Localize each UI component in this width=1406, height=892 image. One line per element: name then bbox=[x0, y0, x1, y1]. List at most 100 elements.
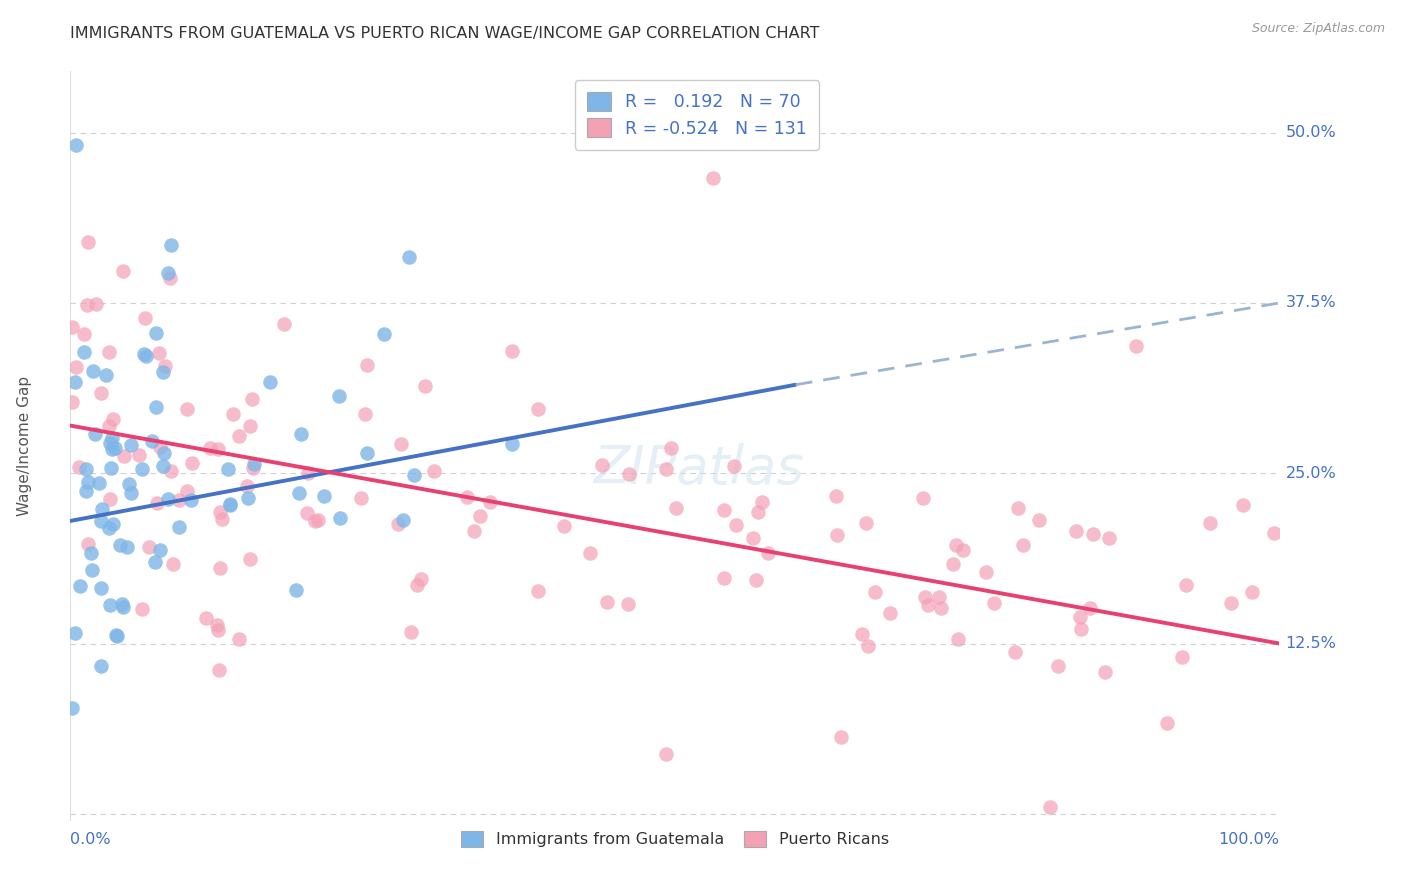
Point bbox=[156, 492, 179, 507]
Point bbox=[101, 442, 124, 457]
Point bbox=[75, 462, 97, 476]
Point bbox=[145, 326, 167, 340]
Point bbox=[259, 376, 281, 390]
Point bbox=[152, 459, 174, 474]
Point bbox=[145, 496, 167, 510]
Point bbox=[69, 579, 91, 593]
Point bbox=[60, 700, 83, 714]
Point bbox=[239, 418, 262, 433]
Point bbox=[373, 326, 395, 341]
Point bbox=[952, 542, 974, 557]
Point bbox=[830, 730, 852, 744]
Point bbox=[105, 629, 128, 643]
Point bbox=[329, 511, 352, 525]
Point bbox=[167, 492, 190, 507]
Point bbox=[205, 618, 228, 632]
Point bbox=[209, 505, 232, 519]
Point bbox=[152, 365, 174, 379]
Point bbox=[80, 546, 103, 560]
Point bbox=[865, 585, 887, 599]
Point bbox=[456, 491, 478, 505]
Point bbox=[285, 582, 308, 597]
Point bbox=[596, 595, 619, 609]
Point bbox=[100, 431, 122, 445]
Point bbox=[240, 392, 263, 407]
Point bbox=[1039, 800, 1062, 814]
Point bbox=[553, 518, 575, 533]
Point bbox=[1007, 500, 1029, 515]
Point bbox=[222, 407, 245, 421]
Text: ZIPatlas: ZIPatlas bbox=[593, 442, 804, 494]
Point bbox=[1220, 596, 1243, 610]
Point bbox=[75, 483, 97, 498]
Point bbox=[659, 441, 682, 455]
Point bbox=[60, 319, 83, 334]
Point bbox=[76, 235, 98, 249]
Point bbox=[353, 407, 375, 421]
Point bbox=[207, 442, 229, 456]
Point bbox=[176, 401, 198, 416]
Point bbox=[242, 461, 264, 475]
Point bbox=[1198, 516, 1220, 530]
Point bbox=[211, 512, 233, 526]
Point bbox=[399, 625, 422, 640]
Point bbox=[76, 298, 98, 312]
Point bbox=[855, 516, 877, 530]
Point bbox=[60, 394, 83, 409]
Point bbox=[387, 517, 409, 532]
Point bbox=[911, 491, 934, 506]
Point bbox=[328, 389, 350, 403]
Point bbox=[917, 598, 939, 612]
Point bbox=[219, 498, 242, 512]
Point bbox=[713, 502, 735, 516]
Text: 12.5%: 12.5% bbox=[1285, 636, 1336, 651]
Point bbox=[751, 495, 773, 509]
Point bbox=[398, 250, 420, 264]
Point bbox=[389, 437, 412, 451]
Point bbox=[94, 368, 117, 382]
Point bbox=[1064, 524, 1087, 539]
Point bbox=[63, 376, 86, 390]
Point bbox=[160, 237, 183, 252]
Point bbox=[1174, 578, 1197, 592]
Point bbox=[974, 565, 997, 579]
Point bbox=[501, 437, 523, 451]
Point bbox=[1241, 585, 1264, 599]
Point bbox=[135, 349, 157, 363]
Point bbox=[273, 318, 295, 332]
Point bbox=[747, 506, 769, 520]
Point bbox=[879, 606, 901, 620]
Legend: Immigrants from Guatemala, Puerto Ricans: Immigrants from Guatemala, Puerto Ricans bbox=[454, 824, 896, 854]
Point bbox=[67, 459, 90, 474]
Point bbox=[176, 484, 198, 499]
Point bbox=[243, 457, 266, 471]
Point bbox=[120, 438, 142, 452]
Point bbox=[65, 626, 87, 640]
Point bbox=[945, 538, 967, 552]
Point bbox=[423, 464, 446, 478]
Point bbox=[181, 456, 204, 470]
Point bbox=[97, 521, 120, 535]
Point bbox=[90, 581, 112, 595]
Point bbox=[148, 346, 170, 360]
Point bbox=[143, 556, 166, 570]
Point bbox=[207, 623, 229, 637]
Point bbox=[856, 639, 879, 653]
Point bbox=[134, 310, 156, 325]
Point bbox=[295, 506, 318, 520]
Point bbox=[501, 343, 523, 358]
Point bbox=[208, 663, 231, 677]
Point bbox=[825, 528, 848, 542]
Point bbox=[851, 626, 873, 640]
Point bbox=[1125, 339, 1147, 353]
Point bbox=[104, 441, 127, 455]
Point bbox=[76, 475, 98, 489]
Point bbox=[713, 571, 735, 585]
Point bbox=[105, 628, 128, 642]
Point bbox=[217, 461, 239, 475]
Point bbox=[72, 344, 94, 359]
Point bbox=[409, 572, 432, 586]
Point bbox=[413, 379, 436, 393]
Point bbox=[655, 747, 678, 762]
Point bbox=[115, 541, 138, 555]
